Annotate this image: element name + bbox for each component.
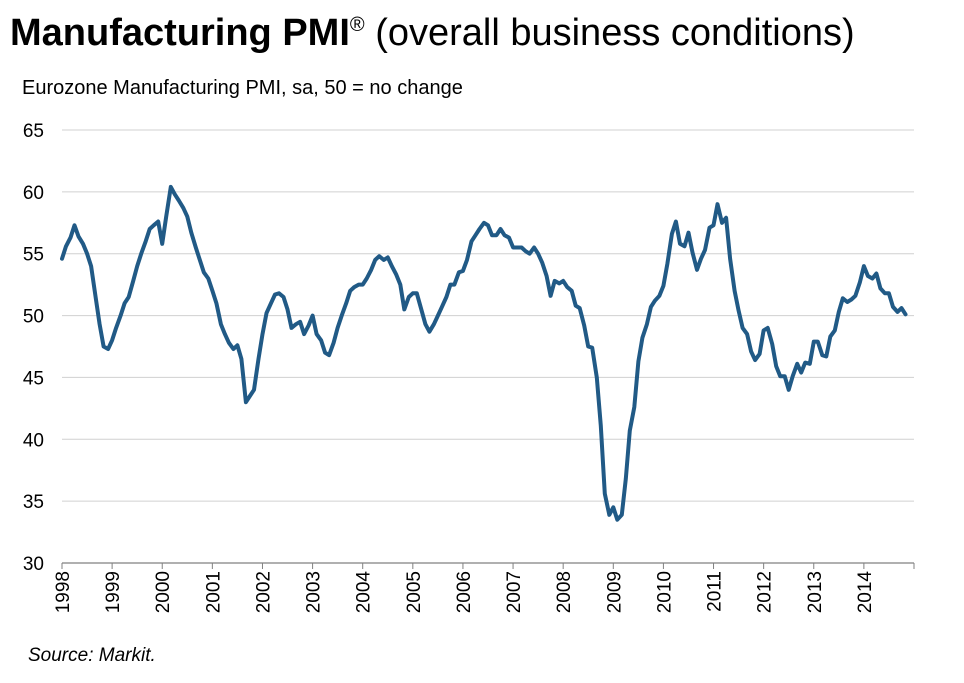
x-tick-label-2002: 2002 [253, 571, 274, 613]
x-tick-label-2001: 2001 [203, 571, 224, 613]
y-tick-label-50: 50 [23, 307, 44, 328]
source-note: Source: Markit. [28, 645, 156, 666]
registered-mark: ® [349, 14, 365, 36]
y-tick-label-55: 55 [23, 245, 44, 266]
x-tick-label-2008: 2008 [554, 571, 575, 613]
x-tick-label-2006: 2006 [454, 571, 475, 613]
x-tick-label-2010: 2010 [654, 571, 675, 613]
y-tick-label-40: 40 [23, 430, 44, 451]
chart-title-rest: (overall business conditions) [364, 12, 855, 54]
chart-title: Manufacturing PMI® (overall business con… [10, 12, 855, 55]
x-tick-label-2011: 2011 [705, 571, 726, 612]
chart-title-main: Manufacturing PMI [10, 12, 350, 54]
x-tick-label-2009: 2009 [604, 571, 625, 613]
x-tick-label-2013: 2013 [805, 571, 826, 613]
x-tick-label-1998: 1998 [53, 571, 74, 613]
y-tick-label-45: 45 [23, 368, 44, 389]
x-tick-label-2007: 2007 [504, 571, 525, 613]
x-tick-label-2003: 2003 [304, 571, 325, 613]
series-line-0 [60, 184, 908, 522]
y-tick-label-65: 65 [23, 121, 44, 142]
x-tick-label-2000: 2000 [153, 571, 174, 613]
x-tick-label-1999: 1999 [103, 571, 124, 613]
x-tick-label-2005: 2005 [404, 571, 425, 613]
y-tick-label-30: 30 [23, 554, 44, 575]
x-tick-label-2014: 2014 [855, 571, 876, 614]
y-tick-label-60: 60 [23, 183, 44, 204]
x-tick-label-2004: 2004 [354, 571, 375, 614]
x-tick-label-2012: 2012 [755, 571, 776, 613]
chart-subtitle: Eurozone Manufacturing PMI, sa, 50 = no … [22, 77, 463, 99]
y-tick-label-35: 35 [23, 492, 44, 513]
